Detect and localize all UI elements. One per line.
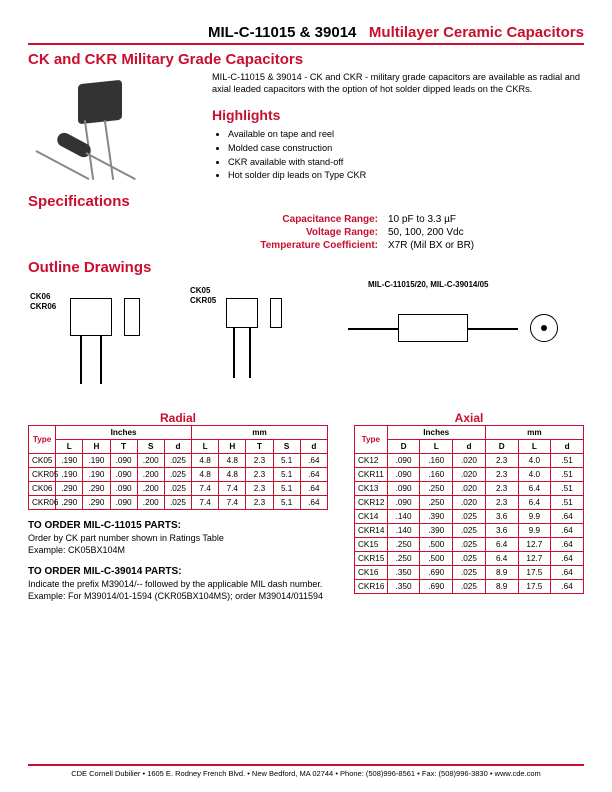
product-image (28, 72, 198, 187)
table-row: CKR14.140.390.0253.69.9.64 (355, 524, 584, 538)
intro-row: MIL-C-11015 & 39014 - CK and CKR - milit… (28, 72, 584, 187)
tables-row: Radial Type Inches mm L H T S d L H T S … (28, 411, 584, 603)
specs-block: Capacitance Range: 10 pF to 3.3 µF Volta… (28, 214, 584, 251)
table-row: CK05.190.190.090.200.0254.84.82.35.1.64 (29, 454, 328, 468)
outline-heading: Outline Drawings (28, 259, 584, 276)
highlight-item: Molded case construction (228, 142, 584, 156)
spec-value: 10 pF to 3.3 µF (388, 214, 474, 225)
col-group: mm (485, 426, 583, 440)
order2-text: Indicate the prefix M39014/-- followed b… (28, 579, 328, 602)
drawing-label: CKR06 (30, 302, 56, 311)
spec-label: Capacitance Range: (228, 214, 388, 225)
header-product: Multilayer Ceramic Capacitors (369, 24, 584, 41)
spec-label: Temperature Coefficient: (228, 240, 388, 251)
spec-value: 50, 100, 200 Vdc (388, 227, 474, 238)
table-row: CK14.140.390.0253.69.9.64 (355, 510, 584, 524)
radial-table: Type Inches mm L H T S d L H T S d CK05.… (28, 425, 328, 510)
spec-label: Voltage Range: (228, 227, 388, 238)
main-title: CK and CKR Military Grade Capacitors (28, 51, 584, 68)
axial-col-row: D L d D L d (355, 440, 584, 454)
table-row: CKR15.250.500.0256.412.7.64 (355, 552, 584, 566)
table-row: CKR16.350.690.0258.917.5.64 (355, 580, 584, 594)
footer: CDE Cornell Dubilier • 1605 E. Rodney Fr… (28, 764, 584, 778)
radial-col-row: L H T S d L H T S d (29, 440, 328, 454)
table-row: CKR06.290.290.090.200.0257.47.42.35.1.64 (29, 496, 328, 510)
col-type: Type (29, 426, 56, 454)
table-row: CKR05.190.190.090.200.0254.84.82.35.1.64 (29, 468, 328, 482)
header-rule (28, 43, 584, 45)
table-row: CK13.090.250.0202.36.4.51 (355, 482, 584, 496)
outline-drawings: CK06 CKR06 CK05 CKR05 MIL-C-11015/20, MI… (28, 280, 584, 405)
highlights-heading: Highlights (212, 106, 584, 124)
table-row: CK15.250.500.0256.412.7.64 (355, 538, 584, 552)
highlight-item: Hot solder dip leads on Type CKR (228, 169, 584, 183)
table-row: CK16.350.690.0258.917.5.64 (355, 566, 584, 580)
order2-heading: TO ORDER MIL-C-39014 PARTS: (28, 566, 328, 577)
col-group: Inches (387, 426, 485, 440)
axial-table: Type Inches mm D L d D L d CK12.090.160.… (354, 425, 584, 594)
intro-text: MIL-C-11015 & 39014 - CK and CKR - milit… (212, 72, 584, 96)
col-type: Type (355, 426, 388, 454)
axial-heading: Axial (354, 411, 584, 425)
table-row: CK12.090.160.0202.34.0.51 (355, 454, 584, 468)
table-row: CK06.290.290.090.200.0257.47.42.35.1.64 (29, 482, 328, 496)
drawing-label: CKR05 (190, 296, 216, 305)
col-group: mm (192, 426, 328, 440)
highlight-item: Available on tape and reel (228, 128, 584, 142)
specs-heading: Specifications (28, 193, 584, 210)
highlights-list: Available on tape and reel Molded case c… (212, 128, 584, 183)
page-header: MIL-C-11015 & 39014 Multilayer Ceramic C… (28, 24, 584, 41)
footer-text: CDE Cornell Dubilier • 1605 E. Rodney Fr… (28, 769, 584, 778)
col-group: Inches (56, 426, 192, 440)
highlight-item: CKR available with stand-off (228, 156, 584, 170)
table-row: CKR12.090.250.0202.36.4.51 (355, 496, 584, 510)
header-codes: MIL-C-11015 & 39014 (208, 24, 356, 41)
spec-value: X7R (Mil BX or BR) (388, 240, 474, 251)
drawing-label: CK06 (30, 292, 50, 301)
order1-heading: TO ORDER MIL-C-11015 PARTS: (28, 520, 328, 531)
drawing-label: MIL-C-11015/20, MIL-C-39014/05 (368, 280, 489, 289)
order1-text: Order by CK part number shown in Ratings… (28, 533, 328, 556)
table-row: CKR11.090.160.0202.34.0.51 (355, 468, 584, 482)
drawing-label: CK05 (190, 286, 210, 295)
footer-rule (28, 764, 584, 766)
radial-heading: Radial (28, 411, 328, 425)
